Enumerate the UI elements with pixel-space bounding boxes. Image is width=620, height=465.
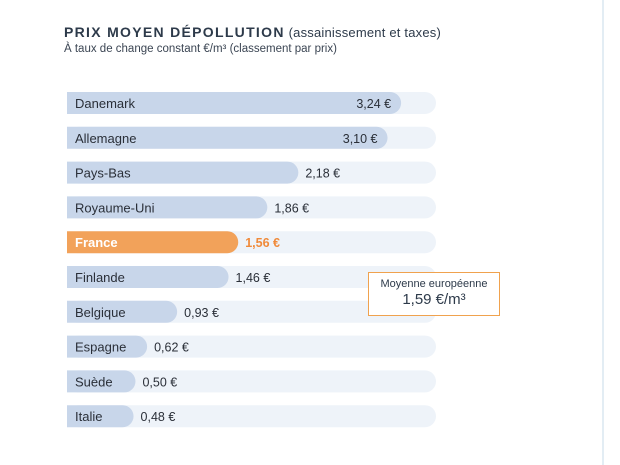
bar-category-label: Suède bbox=[75, 374, 113, 389]
bar-category-label: Royaume-Uni bbox=[75, 200, 155, 215]
bar-category-label: Italie bbox=[75, 409, 102, 424]
chart-title: PRIX MOYEN DÉPOLLUTION (assainissement e… bbox=[64, 24, 441, 40]
bar-category-label: Pays-Bas bbox=[75, 166, 131, 181]
bar-danemark bbox=[67, 92, 402, 114]
bar-row-france: France 1,56 € bbox=[67, 231, 436, 254]
bar-value-label: 0,93 € bbox=[184, 306, 219, 320]
bar-allemagne bbox=[67, 126, 388, 149]
european-average-label: Moyenne européenne bbox=[380, 278, 488, 290]
bar-value-label: 0,62 € bbox=[154, 341, 189, 355]
bar-royaume-uni bbox=[67, 196, 268, 219]
chart-header: PRIX MOYEN DÉPOLLUTION (assainissement e… bbox=[64, 24, 441, 55]
bar-france bbox=[67, 231, 239, 254]
right-edge-rule bbox=[602, 0, 604, 465]
bar-pays-bas bbox=[67, 161, 299, 184]
bar-category-label: Danemark bbox=[75, 96, 135, 111]
bar-row-italie: Italie 0,48 € bbox=[67, 405, 436, 428]
bar-row-finlande: Finlande 1,46 € bbox=[67, 266, 436, 288]
bar-value-label: 3,10 € bbox=[343, 132, 378, 146]
bar-category-label: Allemagne bbox=[75, 131, 136, 146]
bar-row-allemagne: Allemagne 3,10 € bbox=[67, 126, 436, 149]
bar-row-belgique: Belgique 0,93 € bbox=[67, 300, 436, 323]
bar-category-label: Finlande bbox=[75, 270, 125, 285]
bar-finlande bbox=[67, 266, 229, 288]
european-average-box: Moyenne européenne 1,59 €/m³ bbox=[368, 272, 500, 316]
bar-value-label: 0,48 € bbox=[141, 410, 176, 424]
bar-category-label: Espagne bbox=[75, 340, 126, 355]
bar-value-label: 1,46 € bbox=[236, 271, 271, 285]
bar-value-label: 2,18 € bbox=[305, 167, 340, 181]
bar-track-italie bbox=[67, 405, 436, 428]
bar-row-pays-bas: Pays-Bas 2,18 € bbox=[67, 161, 436, 184]
bar-track-suede bbox=[67, 370, 436, 393]
bar-value-label: 3,24 € bbox=[356, 97, 391, 111]
bar-row-espagne: Espagne 0,62 € bbox=[67, 335, 436, 358]
bar-value-label: 1,86 € bbox=[274, 201, 309, 215]
bar-value-label: 1,56 € bbox=[245, 236, 280, 250]
bar-category-label: Belgique bbox=[75, 305, 126, 320]
chart-subtitle: À taux de change constant €/m³ (classeme… bbox=[64, 43, 337, 55]
bar-row-royaume-uni: Royaume-Uni 1,86 € bbox=[67, 196, 436, 219]
chart-title-qualifier: (assainissement et taxes) bbox=[288, 25, 442, 40]
bar-italie bbox=[67, 405, 134, 428]
bar-category-label: France bbox=[75, 235, 118, 250]
bar-value-label: 0,50 € bbox=[142, 375, 177, 389]
bar-row-suede: Suède 0,50 € bbox=[67, 370, 436, 393]
bar-track-espagne bbox=[67, 335, 436, 358]
bar-suede bbox=[67, 370, 136, 393]
bar-row-danemark: Danemark 3,24 € bbox=[67, 92, 436, 114]
european-average-value: 1,59 €/m³ bbox=[402, 291, 466, 308]
bar-belgique bbox=[67, 300, 178, 323]
bar-espagne bbox=[67, 335, 148, 358]
chart-title-main: PRIX MOYEN DÉPOLLUTION bbox=[64, 24, 285, 40]
